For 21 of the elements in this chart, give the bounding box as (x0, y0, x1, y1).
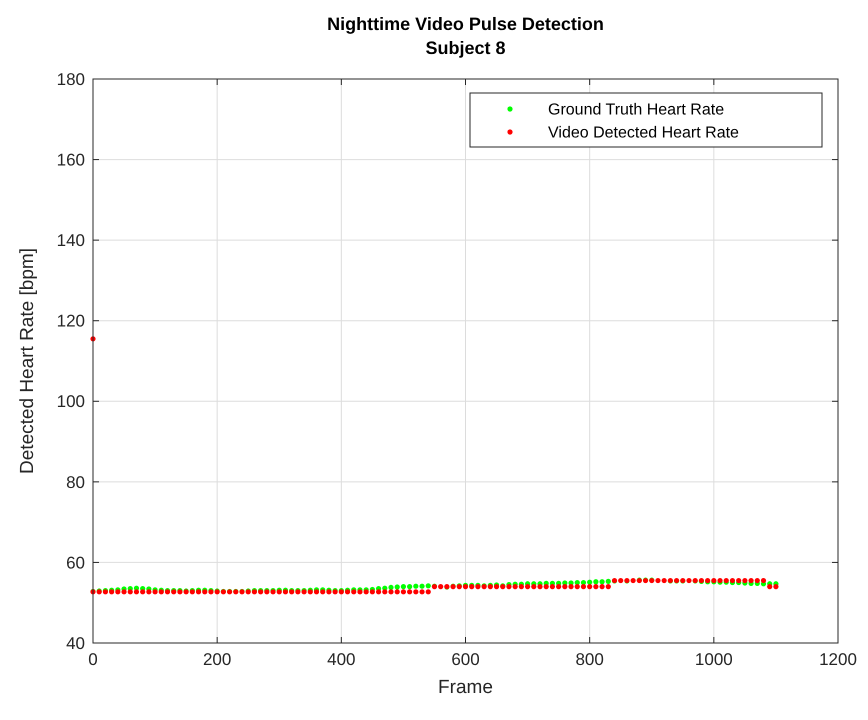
x-tick-label: 800 (575, 650, 604, 669)
y-tick-label: 140 (56, 231, 85, 250)
chart-title: Nighttime Video Pulse Detection (327, 14, 604, 34)
x-tick-label: 1000 (694, 650, 733, 669)
x-axis-title: Frame (438, 677, 493, 698)
y-tick-label: 60 (66, 553, 85, 572)
x-tick-label: 600 (451, 650, 480, 669)
chart-subtitle: Subject 8 (425, 38, 506, 58)
x-tick-label: 400 (327, 650, 356, 669)
x-tick-label: 1200 (819, 650, 857, 669)
legend-label: Video Detected Heart Rate (548, 124, 740, 142)
y-tick-label: 120 (56, 312, 85, 331)
y-tick-label: 180 (56, 70, 85, 89)
y-tick-label: 160 (56, 150, 85, 170)
y-tick-label: 40 (66, 634, 85, 653)
y-axis-title: Detected Heart Rate [bpm] (17, 248, 38, 474)
legend-label: Ground Truth Heart Rate (548, 102, 724, 119)
y-tick-label: 100 (56, 392, 85, 412)
x-tick-label: 0 (88, 650, 98, 669)
x-tick-label: 200 (202, 650, 232, 669)
y-tick-label: 80 (66, 472, 85, 492)
